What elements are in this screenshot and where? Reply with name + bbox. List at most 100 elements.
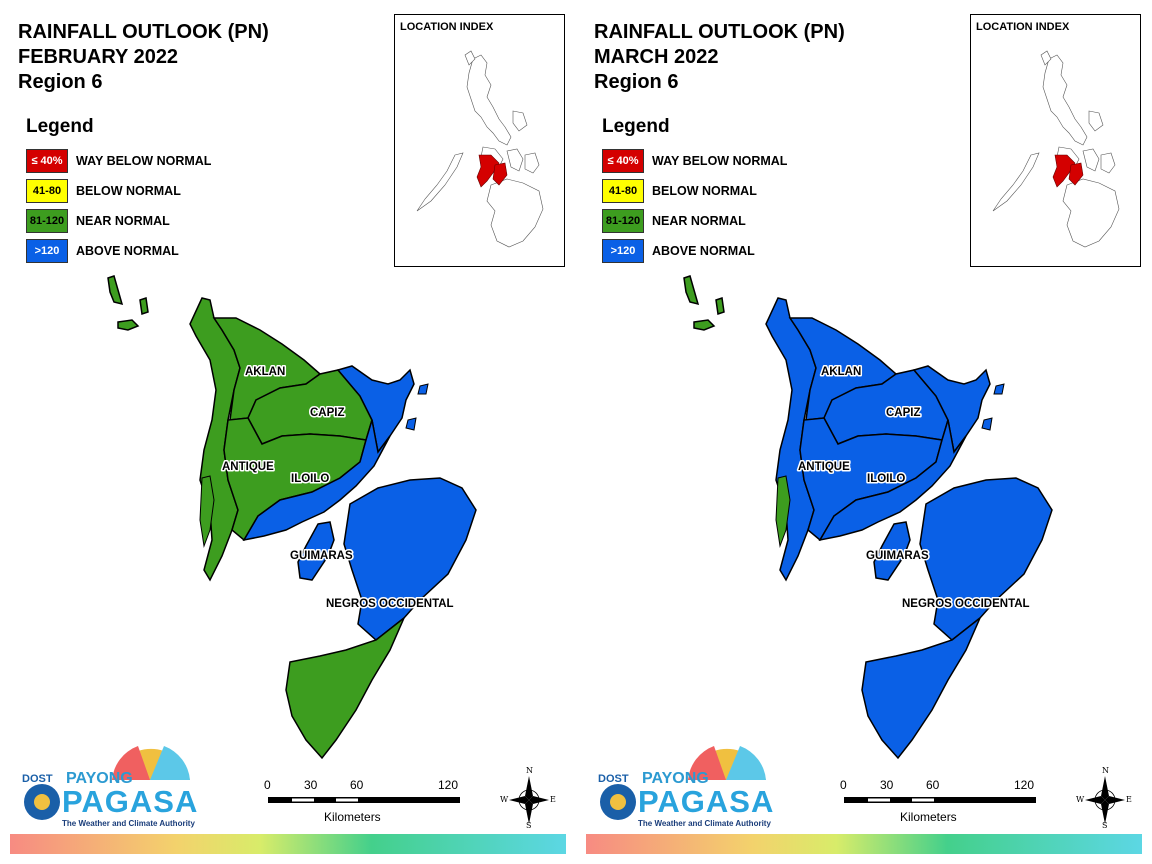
- legend-label: BELOW NORMAL: [652, 184, 757, 198]
- compass-rose-icon: [509, 776, 549, 824]
- legend-label: NEAR NORMAL: [652, 214, 746, 228]
- negros-occidental-south: [861, 617, 981, 760]
- legend-swatch: 81-120: [26, 209, 68, 233]
- label-guimaras: GUIMARAS: [290, 550, 353, 562]
- iloilo-province-east: [242, 419, 391, 542]
- legend-swatch: 41-80: [602, 179, 644, 203]
- legend-item-way-below-normal: ≤ 40% WAY BELOW NORMAL: [602, 146, 787, 176]
- legend-heading: Legend: [602, 116, 670, 137]
- compass-w: W: [500, 795, 509, 804]
- title-line-3: Region 6: [18, 71, 103, 93]
- scale-bar-graphic: [268, 797, 460, 803]
- legend: Legend ≤ 40% WAY BELOW NORMAL 41-80 BELO…: [602, 116, 787, 266]
- caluya-island: [693, 319, 716, 331]
- boracay-area: [139, 297, 149, 315]
- label-iloilo: ILOILO: [867, 473, 905, 485]
- map-title: RAINFALL OUTLOOK (PN) FEBRUARY 2022 Regi…: [18, 20, 269, 95]
- legend-item-way-below-normal: ≤ 40% WAY BELOW NORMAL: [26, 146, 211, 176]
- logo-pagasa-text: PAGASA: [638, 784, 775, 819]
- label-aklan: AKLAN: [821, 366, 861, 378]
- antique-coastal-strip: [199, 475, 215, 548]
- scale-tick-120: 120: [1014, 778, 1035, 792]
- label-antique: ANTIQUE: [798, 461, 850, 473]
- footer-gradient-bar: [586, 834, 1142, 854]
- location-index-inset: LOCATION INDEX: [394, 14, 565, 267]
- region-6-map: AKLAN CAPIZ ANTIQUE ILOILO GUIMARAS NEGR…: [107, 275, 477, 760]
- guimaras-province: [297, 521, 335, 581]
- islet-east-2: [981, 417, 993, 431]
- title-line-1: RAINFALL OUTLOOK (PN): [594, 21, 845, 43]
- legend-label: ABOVE NORMAL: [76, 244, 179, 258]
- scale-tick-120: 120: [438, 778, 459, 792]
- legend-item-above-normal: >120 ABOVE NORMAL: [26, 236, 211, 266]
- scale-tick-30: 30: [880, 778, 894, 792]
- negros-occidental-north: [919, 477, 1053, 641]
- north-arrow: N E S W: [1076, 766, 1134, 830]
- philippines-inset-map: [416, 50, 544, 248]
- north-arrow: N E S W: [500, 766, 558, 830]
- legend-item-below-normal: 41-80 BELOW NORMAL: [26, 176, 211, 206]
- scale-unit-label: Kilometers: [324, 810, 381, 824]
- legend: Legend ≤ 40% WAY BELOW NORMAL 41-80 BELO…: [26, 116, 211, 266]
- compass-s: S: [526, 821, 532, 830]
- label-capiz: CAPIZ: [886, 407, 921, 419]
- label-antique: ANTIQUE: [222, 461, 274, 473]
- title-line-1: RAINFALL OUTLOOK (PN): [18, 21, 269, 43]
- legend-label: WAY BELOW NORMAL: [652, 154, 788, 168]
- region-6-map: AKLAN CAPIZ ANTIQUE ILOILO GUIMARAS NEGR…: [683, 275, 1053, 760]
- legend-label: NEAR NORMAL: [76, 214, 170, 228]
- outlook-panel-february: RAINFALL OUTLOOK (PN) FEBRUARY 2022 Regi…: [10, 14, 566, 854]
- scale-bar: 0 30 60 120 Kilometers: [264, 778, 464, 828]
- logo-payong-text: PAYONG: [642, 770, 709, 787]
- caluya-island: [117, 319, 140, 331]
- legend-heading: Legend: [26, 116, 94, 137]
- islet-east-2: [405, 417, 417, 431]
- semirara-island: [107, 275, 124, 306]
- scale-tick-0: 0: [264, 778, 271, 792]
- negros-occidental-north: [343, 477, 477, 641]
- label-aklan: AKLAN: [245, 366, 285, 378]
- label-negros-occidental: NEGROS OCCIDENTAL: [902, 598, 1030, 610]
- philippines-inset-map: [992, 50, 1120, 248]
- scale-tick-0: 0: [840, 778, 847, 792]
- legend-swatch: >120: [26, 239, 68, 263]
- legend-swatch: 81-120: [602, 209, 644, 233]
- label-iloilo: ILOILO: [291, 473, 329, 485]
- outlook-panel-march: RAINFALL OUTLOOK (PN) MARCH 2022 Region …: [576, 0, 1152, 864]
- logo-dost-text: DOST: [598, 773, 629, 785]
- legend-item-above-normal: >120 ABOVE NORMAL: [602, 236, 787, 266]
- boracay-area: [715, 297, 725, 315]
- umbrella-icon: [24, 746, 190, 820]
- label-negros-occidental: NEGROS OCCIDENTAL: [326, 598, 454, 610]
- legend-item-near-normal: 81-120 NEAR NORMAL: [26, 206, 211, 236]
- title-line-2: MARCH 2022: [594, 46, 719, 68]
- label-guimaras: GUIMARAS: [866, 550, 929, 562]
- legend-swatch: ≤ 40%: [602, 149, 644, 173]
- semirara-island: [683, 275, 700, 306]
- legend-label: BELOW NORMAL: [76, 184, 181, 198]
- payong-pagasa-logo: DOST PAYONG PAGASA The Weather and Clima…: [594, 740, 774, 832]
- label-capiz: CAPIZ: [310, 407, 345, 419]
- legend-item-near-normal: 81-120 NEAR NORMAL: [602, 206, 787, 236]
- compass-rose-icon: [1085, 776, 1125, 824]
- legend-label: ABOVE NORMAL: [652, 244, 755, 258]
- logo-payong-text: PAYONG: [66, 770, 133, 787]
- umbrella-icon: [600, 746, 766, 820]
- islet-east-1: [993, 383, 1005, 395]
- location-index-title: LOCATION INDEX: [976, 21, 1070, 33]
- legend-swatch: ≤ 40%: [26, 149, 68, 173]
- negros-occidental-south: [285, 617, 405, 760]
- scale-tick-60: 60: [926, 778, 940, 792]
- logo-pagasa-text: PAGASA: [62, 784, 199, 819]
- compass-s: S: [1102, 821, 1108, 830]
- legend-swatch: >120: [602, 239, 644, 263]
- location-index-inset: LOCATION INDEX: [970, 14, 1141, 267]
- compass-e: E: [1126, 795, 1132, 804]
- legend-item-below-normal: 41-80 BELOW NORMAL: [602, 176, 787, 206]
- location-index-title: LOCATION INDEX: [400, 21, 494, 33]
- islet-east-1: [417, 383, 429, 395]
- payong-pagasa-logo: DOST PAYONG PAGASA The Weather and Clima…: [18, 740, 198, 832]
- legend-swatch: 41-80: [26, 179, 68, 203]
- title-line-2: FEBRUARY 2022: [18, 46, 179, 68]
- compass-n: N: [1102, 766, 1109, 775]
